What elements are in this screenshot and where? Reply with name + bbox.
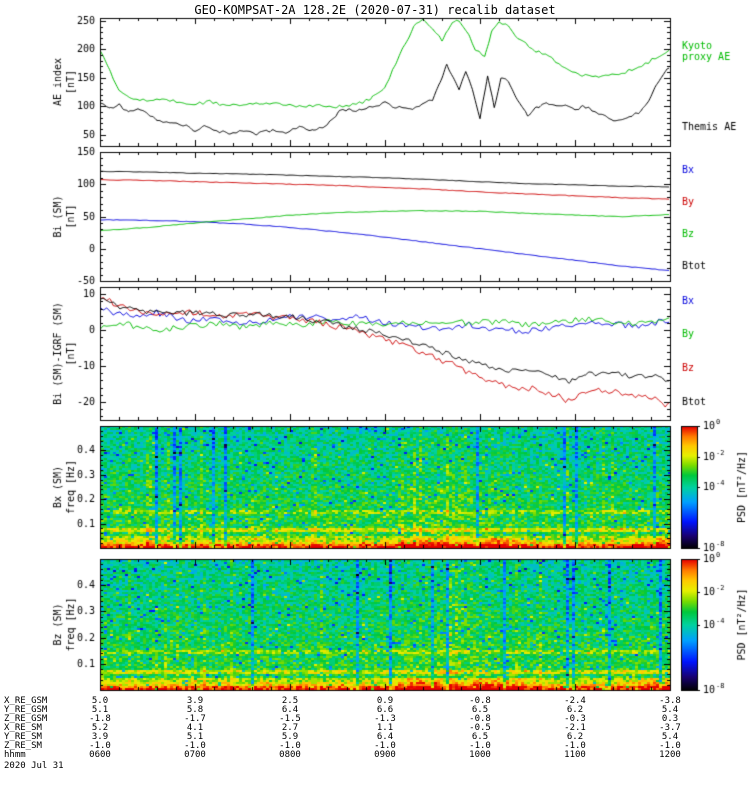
footer-value: 1200 [659,750,681,760]
footer-value: 0800 [279,750,301,760]
footer-value: -1.0 [374,741,396,751]
footer-value: 2.5 [281,696,299,706]
footer-value: 0900 [374,750,396,760]
footer-value: -1.5 [279,714,301,724]
footer-value: 0.9 [376,696,394,706]
footer-value: 5.8 [186,705,204,715]
footer-value: 5.1 [91,705,109,715]
footer-value: -1.0 [564,741,586,751]
footer-value: -1.0 [659,741,681,751]
footer-value: 5.2 [91,723,109,733]
footer-value: 5.1 [186,732,204,742]
footer-value: -3.7 [659,723,681,733]
footer-row-label: Z_RE_SM [4,741,42,751]
footer-value: 2.7 [281,723,299,733]
footer-value: -1.0 [89,741,111,751]
footer-value: 4.1 [186,723,204,733]
footer-value: -0.3 [564,714,586,724]
footer-ephemeris-table: X_RE_GSM 5.0 3.9 2.5 0.9 -0.8 -2.4 -3.8 Y_RE_GSM… [0,697,750,800]
footer-value: 5.0 [91,696,109,706]
footer-row-y_re_sm: Y_RE_SM 3.9 5.1 5.9 6.4 6.5 6.2 5.4 [0,733,750,742]
footer-value: 0700 [184,750,206,760]
footer-value: -1.0 [469,741,491,751]
footer-value: 6.5 [471,705,489,715]
footer-value: 0.3 [661,714,679,724]
footer-value: -0.8 [469,714,491,724]
footer-row-y_re_gsm: Y_RE_GSM 5.1 5.8 6.4 6.6 6.5 6.2 5.4 [0,706,750,715]
footer-row-label: X_RE_GSM [4,696,48,706]
footer-value: -2.1 [564,723,586,733]
footer-row-label: Y_RE_GSM [4,705,48,715]
footer-value: 6.2 [566,705,584,715]
footer-value: -1.0 [184,741,206,751]
footer-value: 5.9 [281,732,299,742]
footer-value: 3.9 [186,696,204,706]
footer-row-label: Z_RE_GSM [4,714,48,724]
footer-value: -3.8 [659,696,681,706]
footer-row-x_re_gsm: X_RE_GSM 5.0 3.9 2.5 0.9 -0.8 -2.4 -3.8 [0,697,750,706]
footer-row-hhmm: hhmm 0600 0700 0800 0900 1000 1100 1200 [0,751,750,760]
footer-value: 5.4 [661,705,679,715]
footer-row-label: X_RE_SM [4,723,42,733]
footer-value: -1.8 [89,714,111,724]
footer-value: -1.0 [279,741,301,751]
footer-row-label: hhmm [4,750,26,760]
footer-value: 3.9 [91,732,109,742]
footer-value: -0.8 [469,696,491,706]
footer-value: 6.6 [376,705,394,715]
footer-value: 5.4 [661,732,679,742]
footer-value: -2.4 [564,696,586,706]
footer-value: 6.4 [281,705,299,715]
footer-value: 1100 [564,750,586,760]
footer-row-label: Y_RE_SM [4,732,42,742]
footer-value: -1.3 [374,714,396,724]
footer-row-z_re_gsm: Z_RE_GSM -1.8 -1.7 -1.5 -1.3 -0.8 -0.3 0.3 [0,715,750,724]
footer-value: 6.2 [566,732,584,742]
footer-date-label: 2020 Jul 31 [4,761,64,771]
footer-row-x_re_sm: X_RE_SM 5.2 4.1 2.7 1.1 -0.5 -2.1 -3.7 [0,724,750,733]
footer-value: 6.5 [471,732,489,742]
footer-row-z_re_sm: Z_RE_SM -1.0 -1.0 -1.0 -1.0 -1.0 -1.0 -1.0 [0,742,750,751]
footer-value: -0.5 [469,723,491,733]
footer-value: 6.4 [376,732,394,742]
footer-value: 1.1 [376,723,394,733]
footer-value: 0600 [89,750,111,760]
footer-value: 1000 [469,750,491,760]
footer-value: -1.7 [184,714,206,724]
